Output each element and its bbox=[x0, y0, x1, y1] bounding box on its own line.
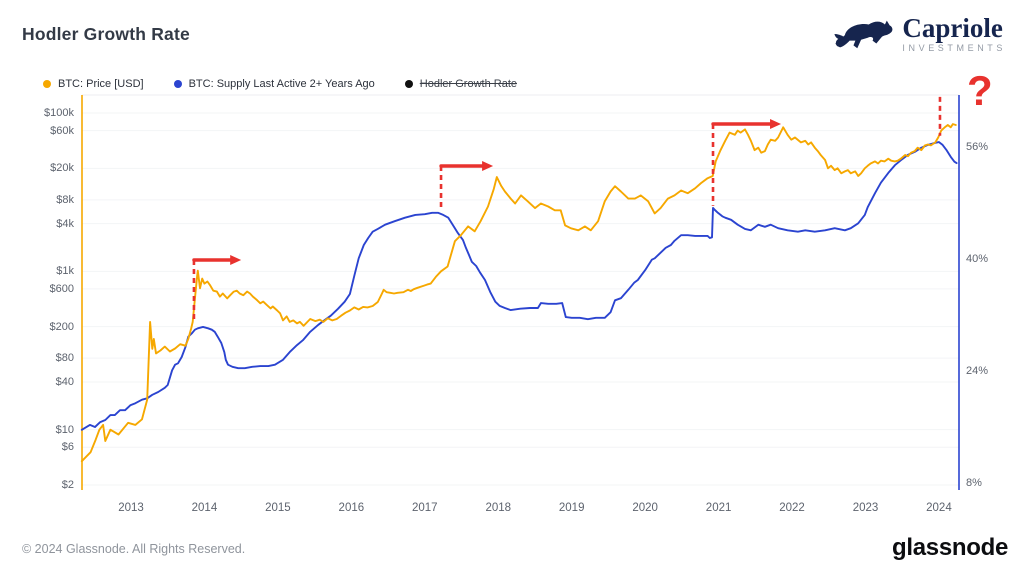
brand-text: Capriole INVESTMENTS bbox=[902, 13, 1006, 54]
y-left-tick-$600: $600 bbox=[49, 282, 74, 295]
y-left-tick-$1k: $1k bbox=[56, 265, 74, 278]
x-tick-2024: 2024 bbox=[926, 502, 952, 514]
x-tick-2023: 2023 bbox=[852, 502, 879, 514]
page-title: Hodler Growth Rate bbox=[22, 24, 190, 44]
legend-dot bbox=[404, 80, 413, 88]
legend-item-2[interactable]: Hodler Growth Rate bbox=[404, 78, 517, 90]
brand-subtitle: INVESTMENTS bbox=[902, 43, 1006, 53]
y-left-tick-$200: $200 bbox=[49, 320, 74, 333]
breakout-arrow-head-2 bbox=[770, 119, 782, 130]
x-tick-2022: 2022 bbox=[779, 502, 805, 514]
x-tick-2020: 2020 bbox=[632, 502, 658, 514]
y-left-tick-$10: $10 bbox=[55, 423, 74, 436]
x-tick-2019: 2019 bbox=[558, 502, 585, 514]
y-left-tick-$4k: $4k bbox=[56, 217, 74, 230]
legend-label: BTC: Supply Last Active 2+ Years Ago bbox=[188, 78, 375, 90]
brand-name: Capriole bbox=[902, 13, 1003, 43]
legend-label: BTC: Price [USD] bbox=[58, 78, 144, 90]
x-tick-2015: 2015 bbox=[265, 502, 291, 514]
x-tick-2018: 2018 bbox=[485, 502, 512, 514]
legend-item-1[interactable]: BTC: Supply Last Active 2+ Years Ago bbox=[173, 78, 375, 90]
legend-label: Hodler Growth Rate bbox=[419, 78, 517, 90]
y-left-tick-$40: $40 bbox=[55, 376, 74, 388]
supply-line bbox=[80, 141, 958, 431]
breakout-arrow-head-0 bbox=[230, 255, 242, 266]
y-left-tick-$20k: $20k bbox=[50, 162, 74, 175]
y-right-tick-40%: 40% bbox=[966, 253, 989, 265]
capriole-logo: Capriole INVESTMENTS bbox=[832, 14, 1006, 54]
price-line bbox=[80, 123, 957, 463]
y-left-tick-$100k: $100k bbox=[44, 107, 74, 119]
x-tick-2017: 2017 bbox=[412, 502, 438, 514]
chart-legend: BTC: Price [USD] BTC: Supply Last Active … bbox=[43, 78, 517, 90]
y-left-tick-$60k: $60k bbox=[50, 124, 74, 137]
y-right-tick-8%: 8% bbox=[966, 477, 982, 489]
x-tick-2021: 2021 bbox=[705, 502, 732, 514]
legend-dot bbox=[173, 80, 182, 88]
copyright-text: © 2024 Glassnode. All Rights Reserved. bbox=[22, 542, 246, 556]
x-tick-2016: 2016 bbox=[338, 502, 365, 514]
legend-item-0[interactable]: BTC: Price [USD] bbox=[43, 78, 144, 90]
breakout-arrow-head-1 bbox=[482, 161, 494, 172]
question-mark-annotation: ? bbox=[967, 67, 993, 114]
horse-icon bbox=[834, 20, 893, 49]
y-left-tick-$2: $2 bbox=[61, 479, 74, 491]
y-left-tick-$8k: $8k bbox=[56, 193, 74, 206]
y-left-tick-$80: $80 bbox=[55, 352, 74, 365]
x-tick-2014: 2014 bbox=[191, 502, 218, 514]
y-left-tick-$6: $6 bbox=[61, 441, 74, 454]
glassnode-logo: glassnode bbox=[892, 534, 1008, 561]
x-tick-2013: 2013 bbox=[118, 502, 144, 514]
legend-dot bbox=[43, 80, 51, 88]
y-right-tick-56%: 56% bbox=[966, 141, 989, 153]
y-right-tick-24%: 24% bbox=[966, 365, 989, 377]
